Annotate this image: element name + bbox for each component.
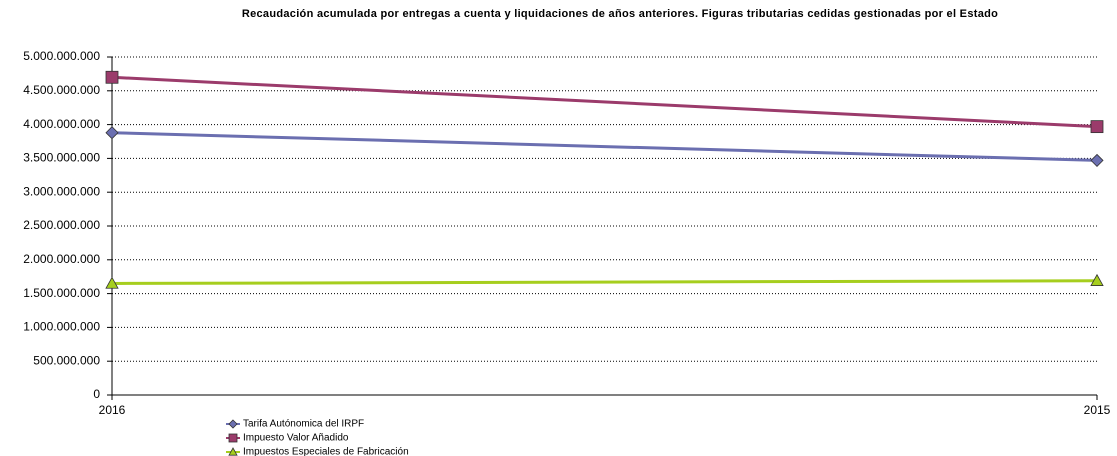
marker <box>228 433 238 443</box>
marker <box>228 447 238 456</box>
y-tick-label: 500.000.000 <box>33 353 100 367</box>
marker <box>105 70 119 84</box>
marker <box>228 419 238 429</box>
y-tick-label: 0 <box>93 387 100 401</box>
marker <box>1090 153 1104 167</box>
legend-label: Impuesto Valor Añadido <box>243 433 349 444</box>
y-tick-label: 1.000.000.000 <box>23 320 100 334</box>
y-tick-label: 1.500.000.000 <box>23 286 100 300</box>
marker <box>1090 273 1104 286</box>
y-tick-label: 5.000.000.000 <box>23 49 100 63</box>
x-tick-label: 2016 <box>99 403 126 417</box>
y-tick-label: 2.000.000.000 <box>23 252 100 266</box>
y-tick-label: 2.500.000.000 <box>23 218 100 232</box>
legend-label: Impuestos Especiales de Fabricación <box>243 447 409 456</box>
y-tick-label: 3.000.000.000 <box>23 184 100 198</box>
marker <box>105 126 119 140</box>
marker <box>1090 120 1104 134</box>
chart-title: Recaudación acumulada por entregas a cue… <box>242 8 998 20</box>
y-tick-label: 3.500.000.000 <box>23 151 100 165</box>
series-line <box>111 279 1098 285</box>
legend-label: Tarifa Autónomica del IRPF <box>243 419 364 430</box>
y-tick-label: 4.000.000.000 <box>23 117 100 131</box>
marker <box>105 276 119 289</box>
y-tick-label: 4.500.000.000 <box>23 83 100 97</box>
series-line <box>111 75 1098 129</box>
x-tick-label: 2015 <box>1084 403 1111 417</box>
series-line <box>111 131 1098 162</box>
